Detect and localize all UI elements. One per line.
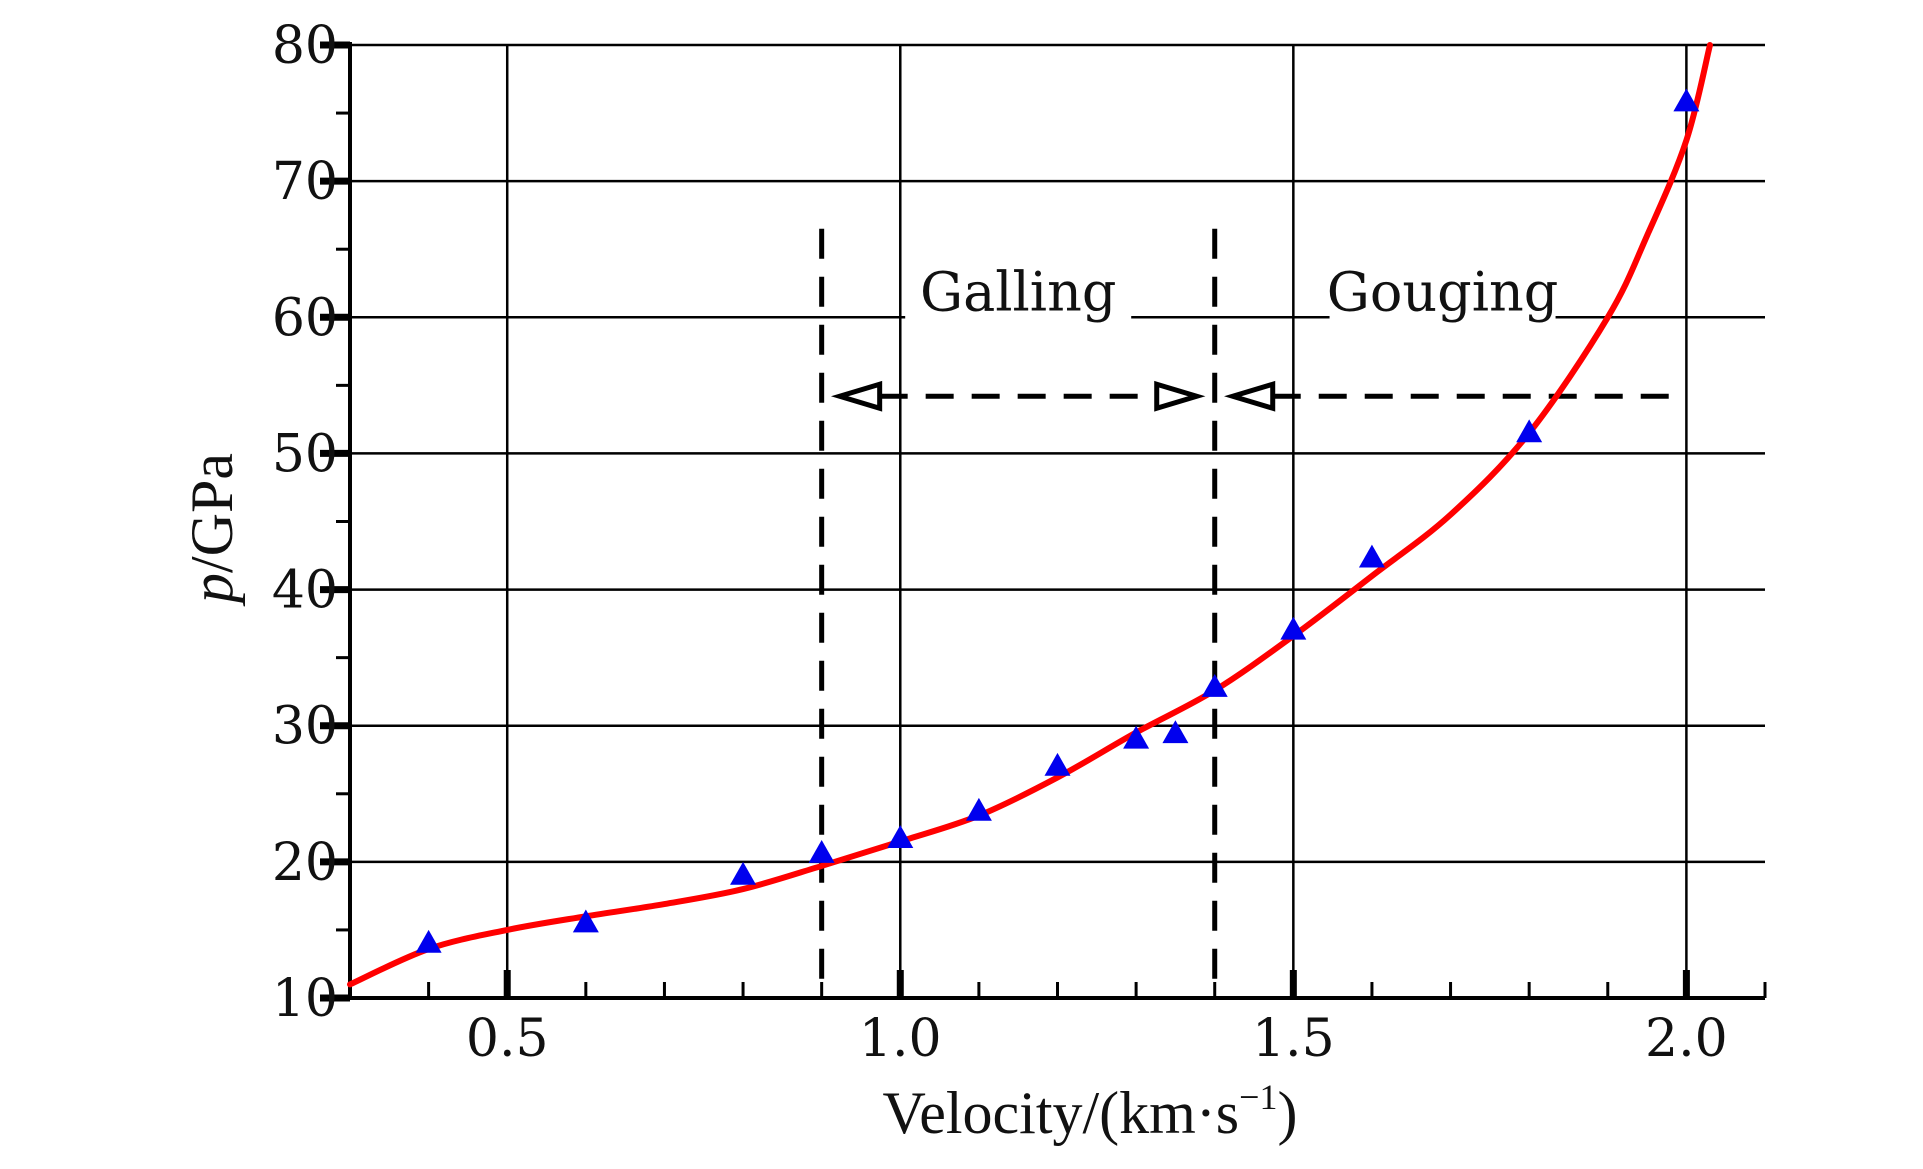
series: [347, 42, 1713, 988]
y-axis-title: p/GPa: [179, 453, 245, 607]
data-point: [887, 825, 914, 848]
region-label-mask: [1329, 260, 1556, 327]
x-tick-label: 2.0: [1645, 1009, 1728, 1069]
tick-labels: 10 20 30 40 50 60 70 80 0.5 1.0 1.5 2.0: [272, 16, 1728, 1069]
x-axis-title-sup: −1: [1239, 1077, 1277, 1117]
data-point: [1516, 419, 1543, 443]
y-tick-label: 60: [272, 288, 338, 348]
grid: [350, 43, 1765, 998]
data-point: [965, 797, 992, 821]
y-tick-label: 10: [272, 969, 338, 1029]
data-point: [1280, 616, 1307, 640]
data-point: [808, 840, 835, 863]
region-boundaries: [819, 228, 1218, 998]
data-point: [1673, 88, 1700, 112]
y-axis-title-italic: p: [179, 573, 245, 607]
region-arrowhead-left: [830, 380, 883, 412]
fit-curve: [347, 42, 1713, 988]
y-axis-title-rest: /GPa: [179, 453, 245, 573]
data-point: [1162, 720, 1189, 744]
y-tick-label: 30: [272, 697, 338, 757]
x-tick-label: 0.5: [466, 1009, 549, 1069]
data-point: [415, 929, 442, 953]
x-axis-title: Velocity/(km·s−1): [883, 1077, 1298, 1146]
data-point: [572, 909, 599, 933]
data-point: [730, 861, 757, 885]
data-point: [1358, 544, 1385, 568]
x-axis-title-end: ): [1277, 1080, 1297, 1146]
y-tick-label: 40: [272, 561, 338, 621]
region-arrowhead-right: [1154, 380, 1206, 412]
region-label: Galling: [920, 260, 1117, 323]
y-tick-label: 70: [272, 152, 338, 212]
region-label-masks: [905, 260, 1556, 327]
x-tick-label: 1.5: [1252, 1009, 1335, 1069]
y-tick-label: 80: [272, 16, 338, 76]
data-point: [1201, 673, 1228, 697]
region-label: Gouging: [1327, 260, 1559, 323]
region-annotations: Galling Gouging: [830, 260, 1685, 412]
ticks: [320, 41, 1767, 1002]
y-tick-label: 50: [272, 424, 338, 484]
x-tick-label: 1.0: [859, 1009, 942, 1069]
axes: [348, 42, 1765, 1000]
data-point: [1123, 725, 1150, 749]
x-axis-title-main: Velocity/(km·s: [883, 1080, 1240, 1146]
y-tick-label: 20: [272, 833, 338, 893]
region-label-mask: [905, 260, 1132, 327]
region-arrowhead-left: [1224, 380, 1276, 412]
data-point: [1044, 752, 1071, 776]
